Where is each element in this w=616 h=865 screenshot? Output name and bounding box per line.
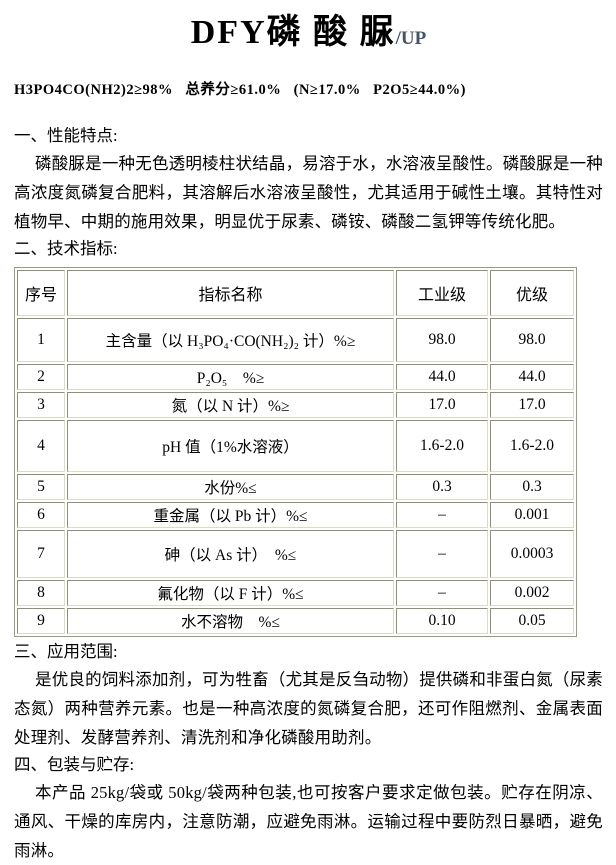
col-header-indicator: 指标名称 [67,270,394,316]
cell-indicator: 主含量（以 H₃PO₄·CO(NH₂)₂ 计）%≥ [67,318,394,362]
table-row: 1 主含量（以 H₃PO₄·CO(NH₂)₂ 计）%≥ 98.0 98.0 [17,318,574,362]
cell-industrial: – [396,580,488,606]
cell-indicator: 水份%≤ [67,474,394,500]
section-heading-application: 三、应用范围: [14,642,118,661]
cell-premium: 0.05 [490,608,574,634]
cell-industrial: 17.0 [396,392,488,418]
table-row: 3 氮（以 N 计）%≥ 17.0 17.0 [17,392,574,418]
section-body-application: 是优良的饲料添加剂，可为牲畜（尤其是反刍动物）提供磷和非蛋白氮（尿素态氮）两种营… [14,670,603,747]
cell-indicator: 氮（以 N 计）%≥ [67,392,394,418]
table-row: 5 水份%≤ 0.3 0.3 [17,474,574,500]
table-row: 6 重金属（以 Pb 计）%≤ – 0.001 [17,502,574,528]
cell-industrial: – [396,502,488,528]
cell-premium: 0.0003 [490,530,574,578]
cell-no: 5 [17,474,65,500]
table-row: 2 P₂O₅ %≥ 44.0 44.0 [17,364,574,390]
cell-no: 2 [17,364,65,390]
cell-premium: 0.002 [490,580,574,606]
page-title-main: DFY磷 酸 脲 [190,14,396,51]
col-header-index: 序号 [17,270,65,316]
cell-industrial: 1.6-2.0 [396,420,488,472]
cell-industrial: 98.0 [396,318,488,362]
formula-line: H3PO4CO(NH2)2≥98% 总养分≥61.0% (N≥17.0% P2O… [14,82,466,98]
cell-indicator: 氟化物（以 F 计）%≤ [67,580,394,606]
spec-table-header-row: 序号 指标名称 工业级 优级 [17,270,574,316]
cell-industrial: – [396,530,488,578]
col-header-industrial: 工业级 [396,270,488,316]
section-body-performance: 磷酸脲是一种无色透明棱柱状结晶，易溶于水，水溶液呈酸性。磷酸脲是一种高浓度氮磷复… [14,154,603,231]
col-header-premium: 优级 [490,270,574,316]
spec-table: 序号 指标名称 工业级 优级 1 主含量（以 H₃PO₄·CO(NH₂)₂ 计）… [14,267,577,637]
cell-indicator: P₂O₅ %≥ [67,364,394,390]
cell-premium: 98.0 [490,318,574,362]
cell-no: 6 [17,502,65,528]
cell-premium: 44.0 [490,364,574,390]
page-title: DFY磷 酸 脲/UP [14,8,603,64]
cell-premium: 1.6-2.0 [490,420,574,472]
section-heading-performance: 一、性能特点: [14,126,118,145]
cell-no: 8 [17,580,65,606]
cell-indicator: 砷（以 As 计） %≤ [67,530,394,578]
cell-no: 3 [17,392,65,418]
cell-no: 7 [17,530,65,578]
section-body-packaging: 本产品 25kg/袋或 50kg/袋两种包装,也可按客户要求定做包装。贮存在阴凉… [14,783,603,860]
cell-indicator: 水不溶物 %≤ [67,608,394,634]
cell-industrial: 0.3 [396,474,488,500]
cell-indicator: 重金属（以 Pb 计）%≤ [67,502,394,528]
cell-premium: 0.3 [490,474,574,500]
cell-industrial: 0.10 [396,608,488,634]
section-heading-specs: 二、技术指标: [14,239,118,258]
cell-premium: 17.0 [490,392,574,418]
cell-no: 4 [17,420,65,472]
table-row: 7 砷（以 As 计） %≤ – 0.0003 [17,530,574,578]
table-row: 9 水不溶物 %≤ 0.10 0.05 [17,608,574,634]
cell-industrial: 44.0 [396,364,488,390]
cell-premium: 0.001 [490,502,574,528]
section-heading-packaging: 四、包装与贮存: [14,755,135,774]
page-title-suffix: /UP [395,28,427,49]
cell-indicator: pH 值（1%水溶液） [67,420,394,472]
table-row: 4 pH 值（1%水溶液） 1.6-2.0 1.6-2.0 [17,420,574,472]
cell-no: 9 [17,608,65,634]
cell-no: 1 [17,318,65,362]
table-row: 8 氟化物（以 F 计）%≤ – 0.002 [17,580,574,606]
